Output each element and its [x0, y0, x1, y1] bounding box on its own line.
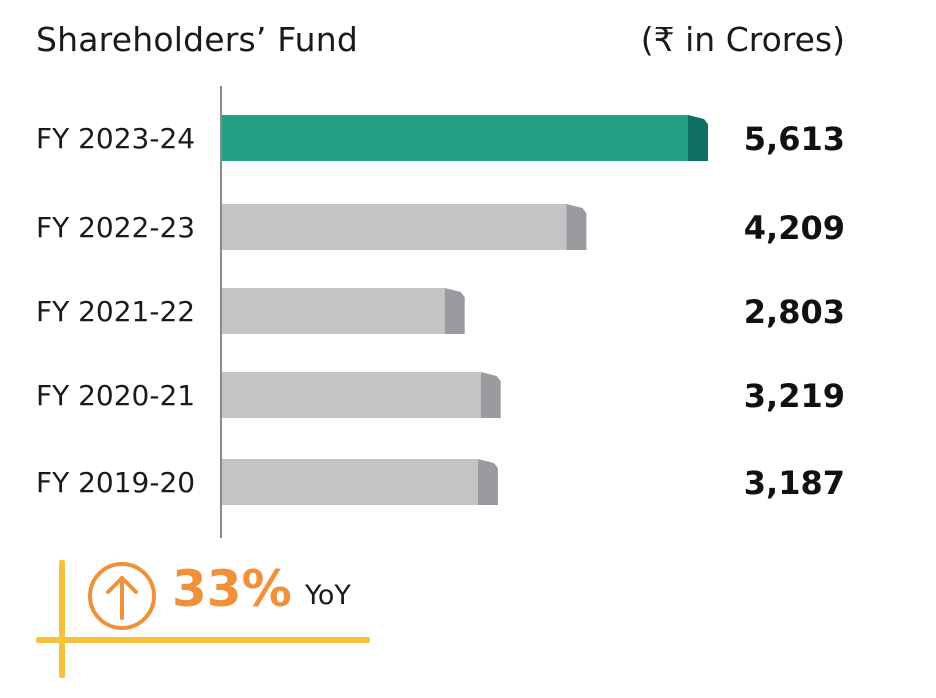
value-label: 2,803: [744, 293, 845, 331]
yoy-suffix: YoY: [305, 580, 351, 611]
category-label: FY 2022-23: [36, 211, 195, 244]
bar-body: [222, 115, 688, 161]
category-label: FY 2019-20: [36, 466, 195, 499]
category-label: FY 2023-24: [36, 122, 195, 155]
bar-fy-2023-24: [222, 115, 708, 161]
yoy-percent: 33%: [172, 560, 292, 618]
bar-cap: [444, 288, 465, 334]
value-label: 3,219: [744, 377, 845, 415]
bar-fy-2019-20: [222, 459, 498, 505]
bar-cap: [688, 115, 708, 161]
bar-body: [222, 459, 478, 505]
bar-fy-2021-22: [222, 288, 465, 334]
chart-title: Shareholders’ Fund: [36, 20, 359, 59]
frame-line-vertical: [59, 560, 65, 678]
value-label: 3,187: [744, 464, 845, 502]
bar-body: [222, 204, 567, 250]
bar-cap: [566, 204, 587, 250]
bar-cap: [477, 459, 498, 505]
chart-unit: (₹ in Crores): [640, 20, 845, 59]
bar-cap: [480, 372, 501, 418]
bar-body: [222, 372, 481, 418]
value-label: 5,613: [744, 120, 845, 158]
bar-fy-2022-23: [222, 204, 587, 250]
frame-line-horizontal: [36, 637, 370, 643]
up-arrow-circle-icon: [88, 562, 156, 630]
category-label: FY 2020-21: [36, 379, 195, 412]
category-label: FY 2021-22: [36, 295, 195, 328]
bar-body: [222, 288, 445, 334]
value-label: 4,209: [744, 209, 845, 247]
bar-fy-2020-21: [222, 372, 501, 418]
